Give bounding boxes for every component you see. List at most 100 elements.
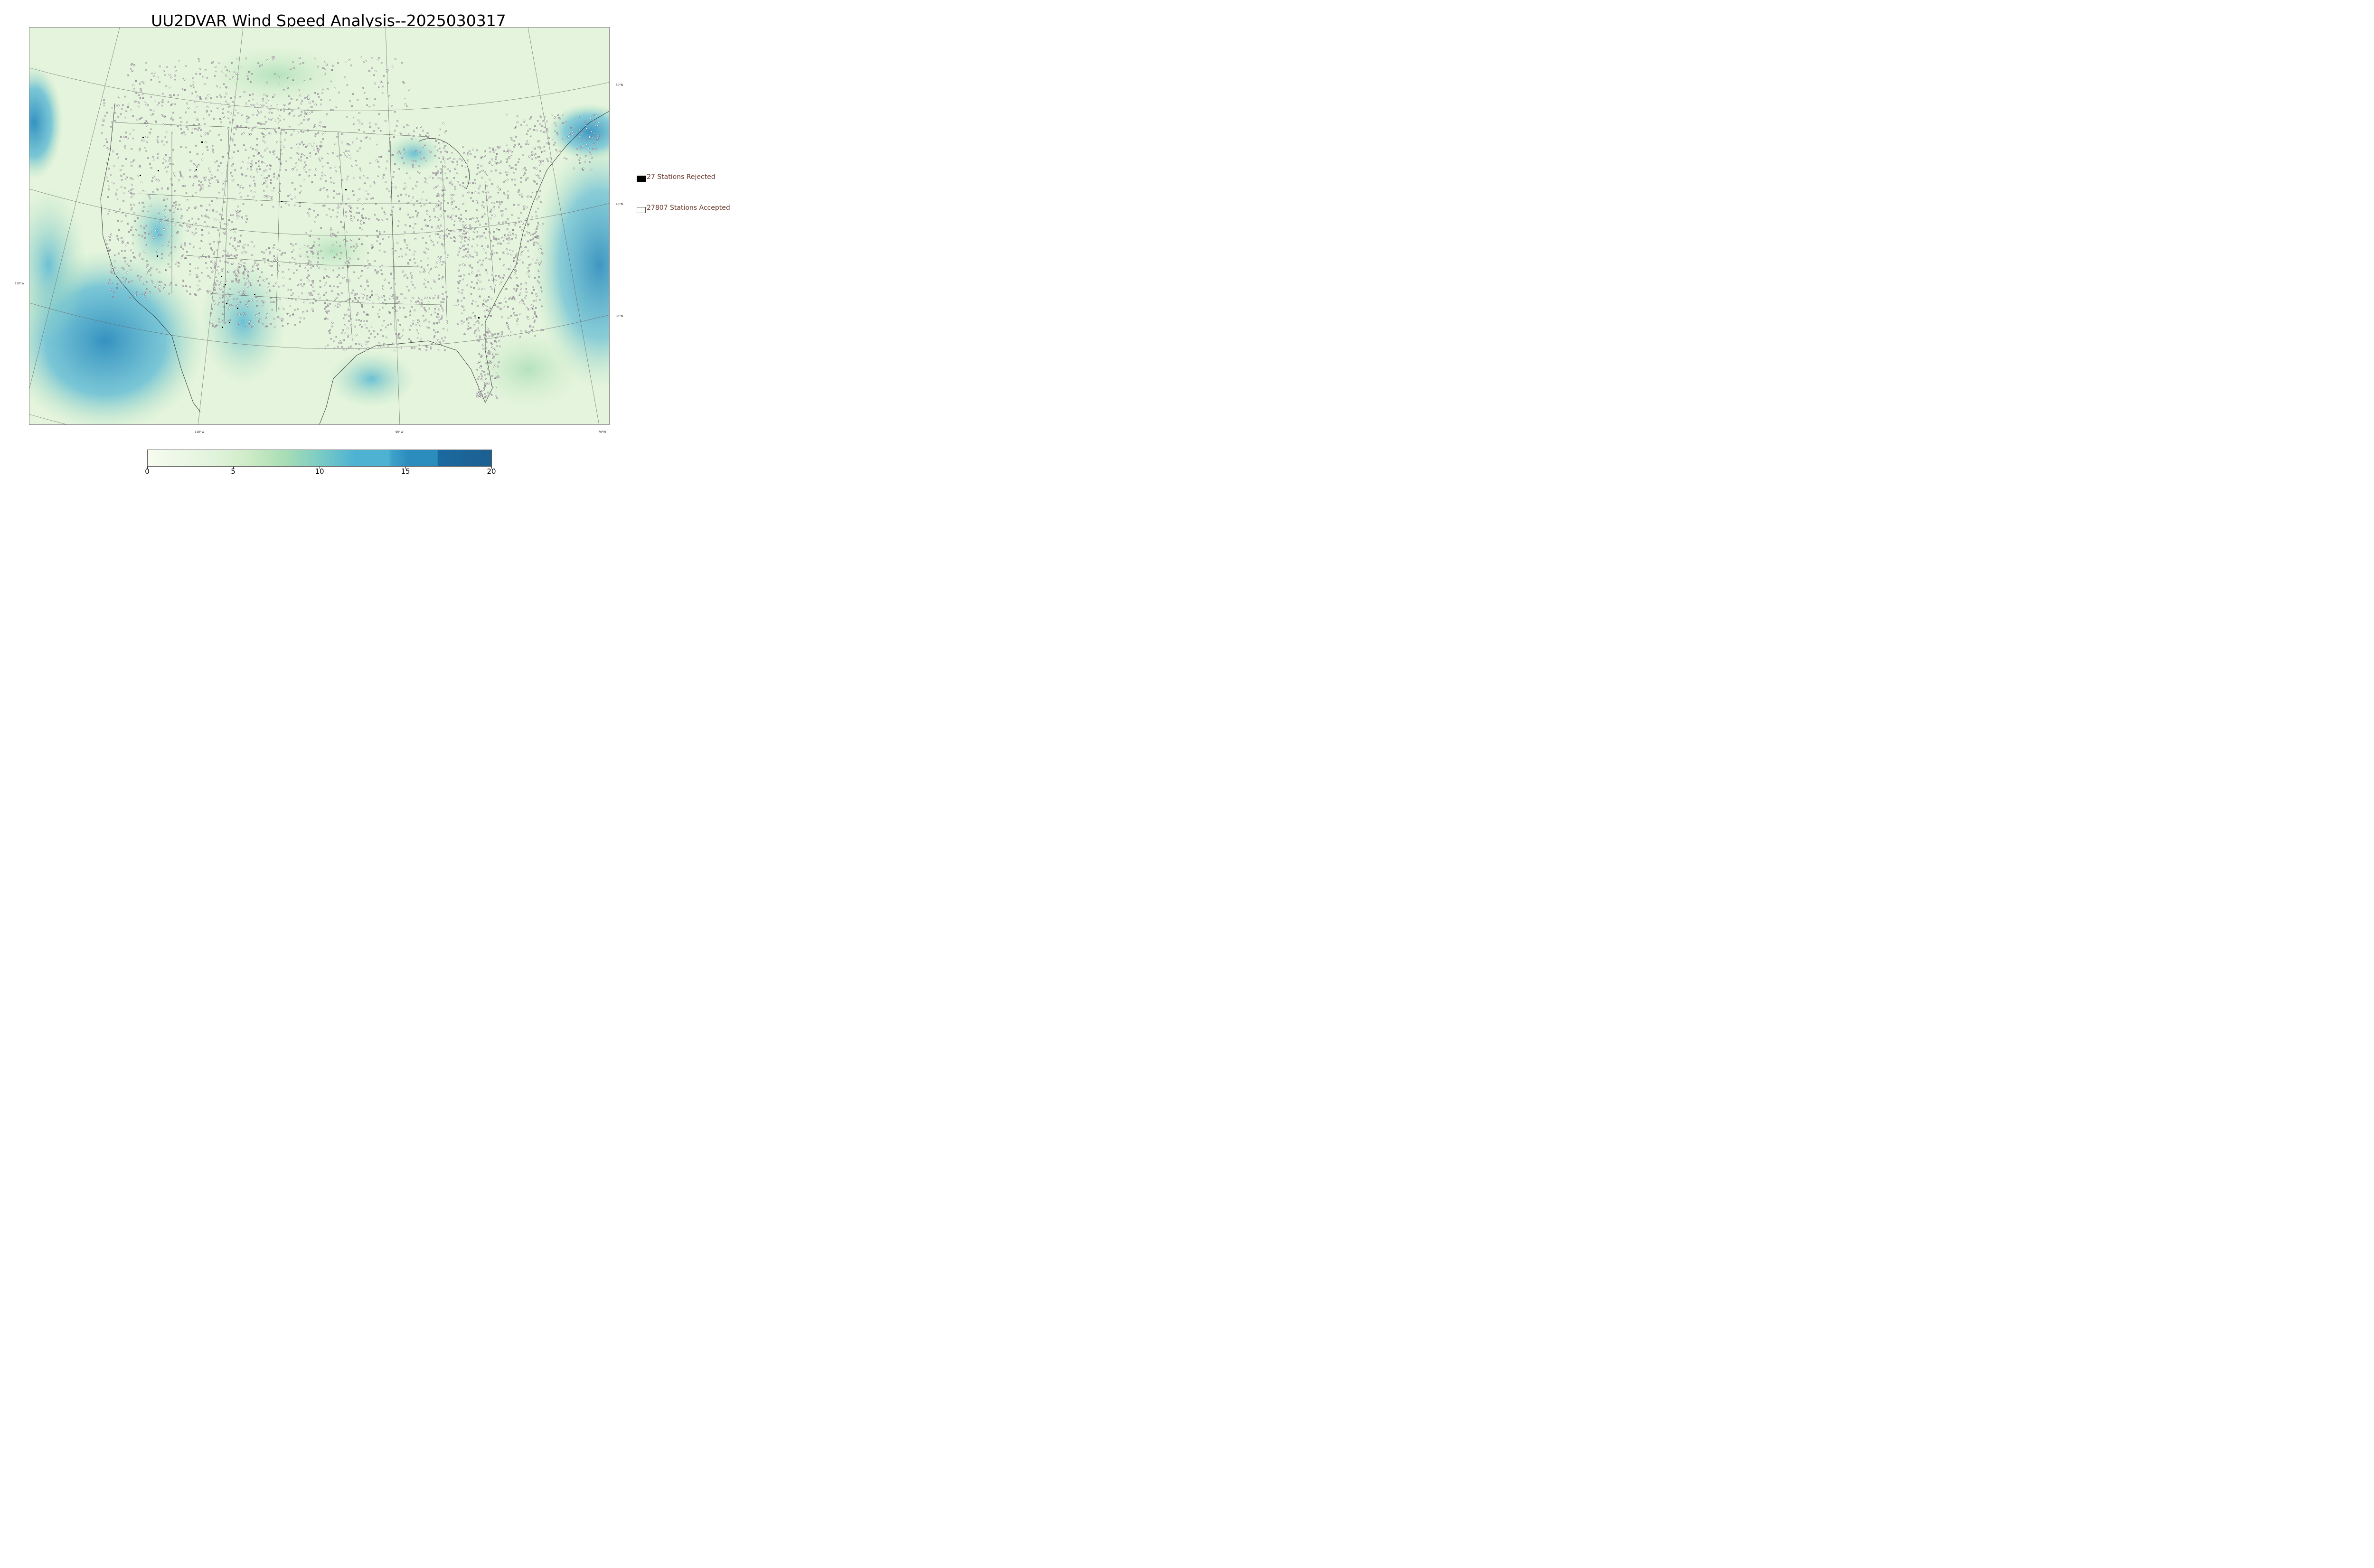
station-marker <box>337 346 339 347</box>
station-marker <box>214 265 216 267</box>
station-marker <box>342 277 344 279</box>
station-marker <box>490 362 491 364</box>
station-marker <box>424 177 426 179</box>
rejected-station-marker <box>225 284 226 285</box>
station-marker <box>426 346 428 348</box>
station-marker <box>406 286 408 288</box>
station-marker <box>408 133 410 135</box>
station-marker <box>462 236 463 238</box>
station-marker <box>173 202 175 204</box>
station-marker <box>132 252 134 254</box>
station-marker <box>209 170 211 173</box>
station-marker <box>467 181 469 183</box>
field-canada <box>210 47 343 103</box>
station-marker <box>209 130 211 132</box>
station-marker <box>152 236 155 238</box>
station-marker <box>226 180 228 182</box>
station-marker <box>438 200 440 202</box>
station-marker <box>444 262 446 263</box>
station-marker <box>266 95 268 97</box>
station-marker <box>504 236 507 238</box>
station-marker <box>218 284 220 286</box>
station-marker <box>261 132 263 134</box>
field-gulf-stlawrence <box>547 103 609 160</box>
station-marker <box>192 84 194 85</box>
station-marker <box>375 203 377 205</box>
station-marker <box>194 267 196 270</box>
station-marker <box>337 207 339 209</box>
station-marker <box>157 153 159 155</box>
station-marker <box>248 323 250 325</box>
station-marker <box>499 277 501 279</box>
wind-speed-colorbar <box>147 450 492 467</box>
station-marker <box>158 288 160 290</box>
station-marker <box>535 236 537 238</box>
station-marker <box>201 234 203 236</box>
station-marker <box>504 235 506 236</box>
station-marker <box>500 160 502 162</box>
station-marker <box>453 200 455 202</box>
station-marker <box>217 229 219 231</box>
station-marker <box>324 174 326 176</box>
wind-speed-map[interactable] <box>29 27 610 425</box>
station-marker <box>194 101 196 103</box>
station-marker <box>482 215 484 217</box>
station-marker <box>300 160 302 161</box>
station-marker <box>214 75 216 77</box>
station-marker <box>296 269 298 271</box>
station-marker <box>534 181 536 183</box>
station-marker <box>462 233 464 235</box>
station-marker <box>437 225 439 227</box>
station-marker <box>477 392 479 394</box>
station-marker <box>226 69 228 71</box>
station-marker <box>287 195 289 197</box>
station-marker <box>345 211 347 213</box>
station-marker <box>357 207 358 209</box>
station-marker <box>388 282 390 284</box>
station-marker <box>349 154 350 156</box>
station-marker <box>418 297 420 299</box>
station-marker <box>442 194 443 196</box>
station-marker <box>340 342 342 344</box>
station-marker <box>463 297 465 299</box>
station-marker <box>233 127 235 129</box>
station-marker <box>359 168 361 169</box>
station-marker <box>338 274 340 276</box>
station-marker <box>390 214 392 216</box>
station-marker <box>365 60 367 62</box>
station-marker <box>213 285 215 287</box>
station-marker <box>237 291 240 293</box>
station-marker <box>378 231 381 233</box>
station-marker <box>463 230 465 232</box>
station-marker <box>174 75 176 76</box>
station-marker <box>430 239 432 241</box>
station-marker <box>449 157 451 159</box>
station-marker <box>341 179 343 181</box>
station-marker <box>380 269 382 271</box>
station-marker <box>531 292 533 294</box>
station-marker <box>359 324 361 326</box>
station-marker <box>101 132 103 134</box>
station-marker <box>388 236 390 238</box>
station-marker <box>170 124 172 126</box>
station-marker <box>309 208 311 210</box>
station-marker <box>192 195 194 197</box>
field-lake-superior <box>386 134 443 172</box>
station-marker <box>322 166 324 168</box>
station-marker <box>397 343 399 345</box>
station-marker <box>250 146 252 149</box>
station-marker <box>523 174 525 176</box>
station-marker <box>416 265 419 267</box>
station-marker <box>245 175 247 177</box>
station-marker <box>182 185 184 187</box>
station-marker <box>151 280 153 282</box>
station-marker <box>412 166 414 168</box>
station-marker <box>106 141 108 143</box>
station-marker <box>501 236 503 239</box>
station-marker <box>330 109 332 111</box>
station-marker <box>464 236 466 238</box>
station-marker <box>366 313 368 315</box>
station-marker <box>376 218 378 220</box>
station-marker <box>130 229 132 231</box>
station-marker <box>492 386 494 388</box>
